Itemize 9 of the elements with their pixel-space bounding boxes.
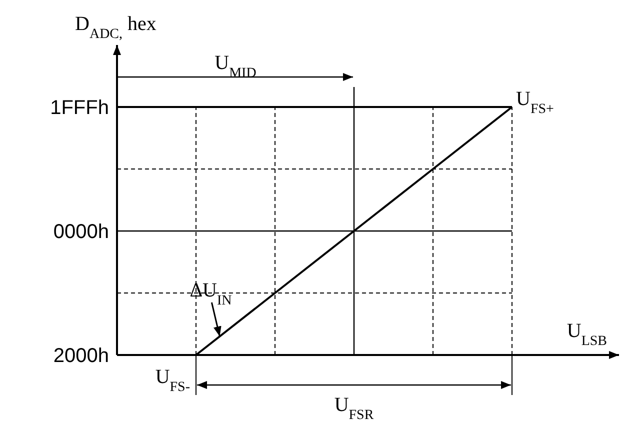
text: U$_{FSR}$ — [334, 394, 374, 422]
y-axis-title: D$_{ADC,}$ hex — [75, 13, 156, 42]
ref-line-label: 1FFFh — [50, 97, 109, 119]
annotation: ΔU$_{IN}$ — [190, 279, 232, 308]
ref-line-label: 2000h — [53, 345, 109, 367]
x-axis-title: U$_{LSB}$ — [566, 320, 607, 348]
annotation: U$_{FS+}$ — [516, 88, 554, 116]
text: U$_{FS-}$ — [155, 366, 190, 394]
ref-line-label: 0000h — [53, 221, 109, 243]
